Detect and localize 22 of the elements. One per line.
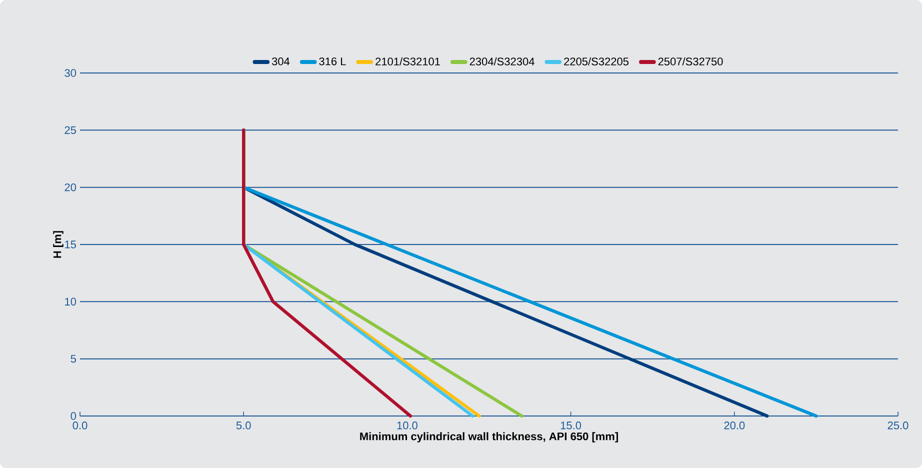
legend-label: 2304/S32304 [470, 57, 534, 66]
legend-label: 304 [272, 57, 290, 66]
legend-label: 2507/S32750 [658, 57, 723, 66]
y-tick-label: 5 [70, 354, 76, 363]
x-tick-label: 15.0 [560, 422, 582, 430]
x-tick-label: 25.0 [888, 422, 908, 430]
y-axis-title: H [m] [53, 231, 64, 258]
legend-label: 2205/S32205 [564, 57, 629, 66]
x-tick-label: 10.0 [397, 422, 418, 430]
legend-label: 2101/S32101 [376, 57, 440, 66]
y-tick-label: 10 [65, 298, 76, 306]
legend-label: 316 L [319, 57, 346, 66]
x-tick-label: 20.0 [724, 422, 745, 430]
x-axis-title: Minimum cylindrical wall thickness, API 650 [mm] [360, 432, 618, 442]
y-tick-label: 30 [64, 69, 76, 77]
line-series [242, 128, 412, 418]
y-tick-label: 15 [65, 240, 76, 248]
x-tick-label: 0.0 [72, 422, 88, 430]
y-tick-label: 20 [64, 183, 76, 192]
x-tick-label: 5.0 [236, 422, 251, 430]
y-tick-label: 25 [64, 126, 76, 134]
y-tick-label: 0 [70, 412, 76, 420]
